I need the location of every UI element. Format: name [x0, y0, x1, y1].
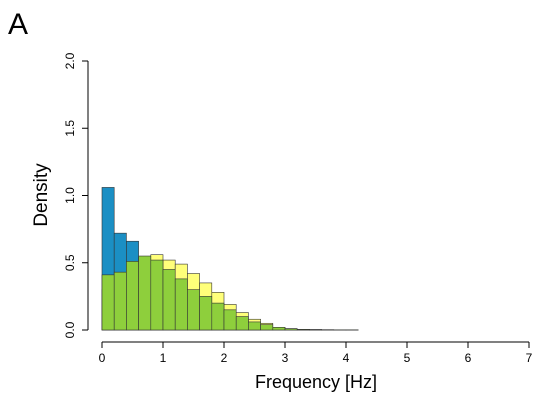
x-tick-label: 5: [404, 351, 411, 365]
x-axis-label: Frequency [Hz]: [255, 372, 377, 392]
histogram-bar: [162, 269, 176, 331]
histogram-bar: [138, 255, 152, 331]
chart-axes: 0 1 2 3 4 5 6 7 0.0 0.5 1.0 1.5 2.0: [63, 52, 533, 365]
histogram-bar: [113, 271, 127, 331]
histogram-bars: [101, 187, 359, 331]
histogram-bar: [150, 259, 164, 331]
y-tick-label: 1.0: [63, 187, 77, 204]
histogram-bar: [101, 274, 115, 331]
panel-label: A: [8, 8, 28, 41]
x-tick-label: 0: [99, 351, 106, 365]
histogram-bar: [199, 296, 213, 331]
x-tick-label: 4: [343, 351, 350, 365]
histogram-bar: [211, 302, 225, 331]
x-tick-label: 6: [465, 351, 472, 365]
histogram-bar: [272, 327, 286, 331]
histogram-bar: [174, 278, 188, 331]
x-tick-label: 1: [160, 351, 167, 365]
y-tick-label: 1.5: [63, 120, 77, 137]
histogram-bar: [223, 309, 237, 331]
x-tick-label: 3: [282, 351, 289, 365]
histogram-bar: [248, 321, 261, 331]
y-tick-label: 2.0: [63, 52, 77, 69]
x-tick-label: 2: [221, 351, 228, 365]
y-tick-label: 0.0: [63, 321, 77, 338]
y-axis-label: Density: [31, 163, 52, 227]
histogram-series-3: [101, 255, 359, 331]
histogram-bar: [126, 261, 139, 331]
histogram-bar: [187, 289, 200, 331]
y-tick-label: 0.5: [63, 254, 77, 271]
x-tick-label: 7: [526, 351, 533, 365]
histogram-bar: [260, 324, 274, 331]
histogram-bar: [235, 316, 249, 331]
histogram-bar: [284, 328, 298, 331]
histogram-bar: [296, 329, 310, 331]
